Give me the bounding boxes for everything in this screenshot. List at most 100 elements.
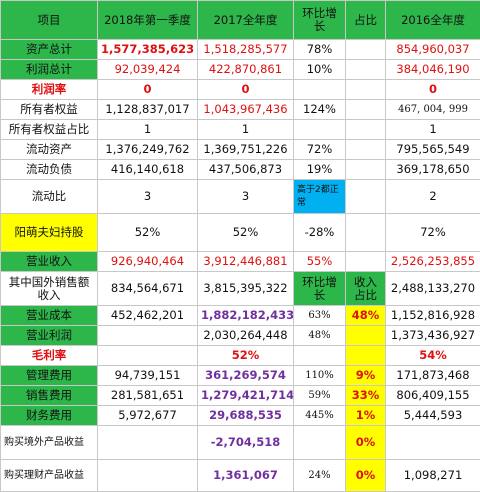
cell-q1-2018: 92,039,424 <box>98 60 198 80</box>
cell-share: 48% <box>346 306 386 326</box>
row-label: 所有者权益占比 <box>1 120 98 140</box>
cell-share: 9% <box>346 366 386 386</box>
cell-q1-2018: 94,739,151 <box>98 366 198 386</box>
cell-full-2017: 52% <box>198 346 294 366</box>
table-row: 所有者权益占比 1 1 1 <box>1 120 480 140</box>
row-label: 财务费用 <box>1 406 98 426</box>
header-row: 项目 2018年第一季度 2017全年度 环比增长 占比 2016全年度 <box>1 1 480 40</box>
cell-full-2016: 2 <box>386 180 480 214</box>
cell-q1-2018: 3 <box>98 180 198 214</box>
cell-full-2017: 0 <box>198 80 294 100</box>
cell-full-2016: 384,046,190 <box>386 60 480 80</box>
table-row: 流动负债 416,140,618 437,506,873 19% 369,178… <box>1 160 480 180</box>
cell-q1-2018: 52% <box>98 214 198 252</box>
cell-qoq-subheader: 环比增长 <box>294 272 346 306</box>
cell-full-2017: 52% <box>198 214 294 252</box>
cell-qoq: 55% <box>294 252 346 272</box>
cell-full-2017: 3,912,446,881 <box>198 252 294 272</box>
table-row: 毛利率 52% 54% <box>1 346 480 366</box>
cell-qoq: -28% <box>294 214 346 252</box>
row-label: 其中国外销售额收入 <box>1 272 98 306</box>
row-label: 流动资产 <box>1 140 98 160</box>
cell-qoq: 24% <box>294 460 346 492</box>
cell-share: 33% <box>346 386 386 406</box>
cell-share <box>346 140 386 160</box>
row-label: 利润总计 <box>1 60 98 80</box>
cell-full-2016: 54% <box>386 346 480 366</box>
cell-full-2016: 806,409,155 <box>386 386 480 406</box>
cell-share <box>346 120 386 140</box>
cell-full-2016: 171,873,468 <box>386 366 480 386</box>
header-q1-2018: 2018年第一季度 <box>98 1 198 40</box>
cell-qoq: 72% <box>294 140 346 160</box>
row-label: 所有者权益 <box>1 100 98 120</box>
cell-share: 1% <box>346 406 386 426</box>
cell-full-2017: 1,369,751,226 <box>198 140 294 160</box>
cell-full-2017: 3,815,395,322 <box>198 272 294 306</box>
header-item: 项目 <box>1 1 98 40</box>
cell-full-2016: 0 <box>386 80 480 100</box>
cell-share <box>346 180 386 214</box>
cell-q1-2018: 1,128,837,017 <box>98 100 198 120</box>
cell-q1-2018 <box>98 460 198 492</box>
table-row: 利润率 0 0 0 <box>1 80 480 100</box>
table-row: 流动比 3 3 高于2都正常 2 <box>1 180 480 214</box>
cell-qoq: 19% <box>294 160 346 180</box>
cell-full-2016: 72% <box>386 214 480 252</box>
header-share: 占比 <box>346 1 386 40</box>
cell-full-2017: 3 <box>198 180 294 214</box>
cell-qoq: 59% <box>294 386 346 406</box>
cell-full-2016 <box>386 426 480 460</box>
cell-qoq: 124% <box>294 100 346 120</box>
cell-q1-2018: 0 <box>98 80 198 100</box>
header-full-2016: 2016全年度 <box>386 1 480 40</box>
cell-q1-2018: 5,972,677 <box>98 406 198 426</box>
cell-share: 0% <box>346 460 386 492</box>
cell-share <box>346 326 386 346</box>
header-full-2017: 2017全年度 <box>198 1 294 40</box>
table-row: 流动资产 1,376,249,762 1,369,751,226 72% 795… <box>1 140 480 160</box>
cell-full-2017: 29,688,535 <box>198 406 294 426</box>
row-label: 利润率 <box>1 80 98 100</box>
cell-q1-2018: 926,940,464 <box>98 252 198 272</box>
cell-q1-2018: 1,376,249,762 <box>98 140 198 160</box>
cell-q1-2018: 834,564,671 <box>98 272 198 306</box>
table-row: 营业收入 926,940,464 3,912,446,881 55% 2,526… <box>1 252 480 272</box>
cell-full-2017: 422,870,861 <box>198 60 294 80</box>
cell-full-2016: 854,960,037 <box>386 40 480 60</box>
table-row: 营业利润 2,030,264,448 48% 1,373,436,927 <box>1 326 480 346</box>
cell-full-2016: 1,373,436,927 <box>386 326 480 346</box>
cell-full-2017: 2,030,264,448 <box>198 326 294 346</box>
cell-full-2017: 437,506,873 <box>198 160 294 180</box>
header-qoq-growth: 环比增长 <box>294 1 346 40</box>
cell-qoq: 445% <box>294 406 346 426</box>
row-label: 营业成本 <box>1 306 98 326</box>
cell-full-2016: 369,178,650 <box>386 160 480 180</box>
cell-share <box>346 160 386 180</box>
cell-share-subheader: 收入占比 <box>346 272 386 306</box>
cell-full-2017: 1,518,285,577 <box>198 40 294 60</box>
cell-full-2017: 1,361,067 <box>198 460 294 492</box>
table-row: 其中国外销售额收入 834,564,671 3,815,395,322 环比增长… <box>1 272 480 306</box>
table-row: 所有者权益 1,128,837,017 1,043,967,436 124% 4… <box>1 100 480 120</box>
cell-full-2017: 1,279,421,714 <box>198 386 294 406</box>
cell-full-2016: 5,444,593 <box>386 406 480 426</box>
row-label: 销售费用 <box>1 386 98 406</box>
cell-full-2017: 361,269,574 <box>198 366 294 386</box>
row-label: 管理费用 <box>1 366 98 386</box>
cell-qoq-note: 高于2都正常 <box>294 180 346 214</box>
cell-qoq <box>294 346 346 366</box>
table-row: 营业成本 452,462,201 1,882,182,433 63% 48% 1… <box>1 306 480 326</box>
table-row: 购买境外产品收益 -2,704,518 0% <box>1 426 480 460</box>
cell-q1-2018: 1 <box>98 120 198 140</box>
cell-full-2016: 467, 004, 999 <box>386 100 480 120</box>
cell-share <box>346 60 386 80</box>
row-label: 购买理财产品收益 <box>1 460 98 492</box>
cell-full-2017: 1,882,182,433 <box>198 306 294 326</box>
cell-q1-2018: 281,581,651 <box>98 386 198 406</box>
row-label: 流动比 <box>1 180 98 214</box>
row-label: 购买境外产品收益 <box>1 426 98 460</box>
table-row: 利润总计 92,039,424 422,870,861 10% 384,046,… <box>1 60 480 80</box>
table-row: 管理费用 94,739,151 361,269,574 110% 9% 171,… <box>1 366 480 386</box>
